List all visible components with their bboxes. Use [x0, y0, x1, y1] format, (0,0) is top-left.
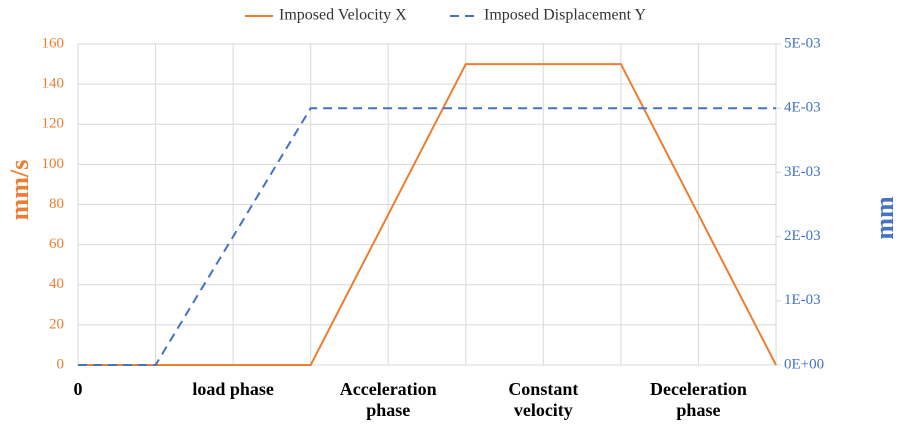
x-tick-label: Acceleration phase	[339, 379, 437, 420]
x-tick-label: 0	[73, 379, 83, 399]
y-tick-label: 120	[42, 116, 65, 132]
y2-tick-label: 2E-03	[784, 228, 821, 244]
x-tick-label: load phase	[192, 379, 274, 399]
y2-axis-title: mm	[870, 196, 899, 240]
y2-tick-label: 1E-03	[784, 292, 821, 308]
y-axis-title: mm/s	[5, 160, 34, 221]
y-tick-label: 60	[49, 236, 64, 252]
y-tick-label: 160	[42, 35, 65, 51]
y2-tick-label: 5E-03	[784, 35, 821, 51]
y-tick-label: 40	[49, 276, 64, 292]
y-tick-label: 20	[49, 316, 64, 332]
series-line	[78, 107, 776, 366]
legend-label: Imposed Velocity X	[279, 7, 407, 24]
y-tick-label: 80	[49, 196, 64, 212]
y2-tick-label: 0E+00	[784, 356, 824, 372]
y-tick-label: 0	[57, 356, 65, 372]
x-tick-label: Constant velocity	[508, 379, 579, 420]
y-tick-label: 100	[42, 156, 65, 172]
x-tick-label: Deceleration phase	[649, 379, 747, 420]
y2-tick-label: 4E-03	[784, 100, 821, 116]
legend-label: Imposed Displacement Y	[484, 7, 646, 24]
y-tick-label: 140	[42, 76, 65, 92]
series-line	[78, 63, 777, 366]
y2-tick-label: 3E-03	[784, 164, 821, 180]
